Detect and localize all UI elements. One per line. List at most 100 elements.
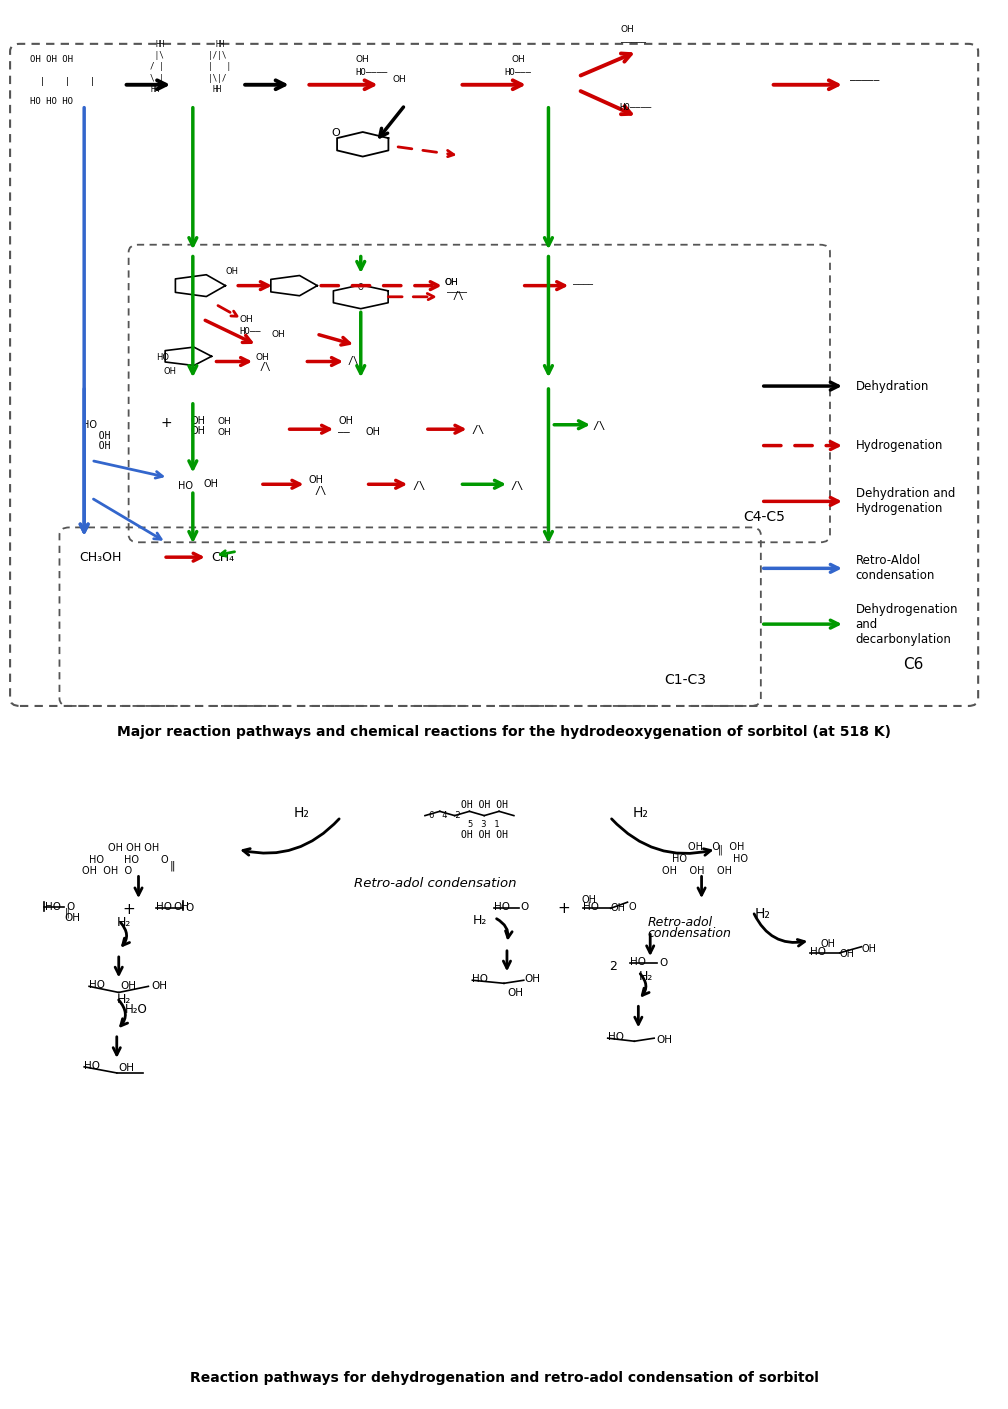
Text: O: O [628,902,636,912]
Text: /\: /\ [348,356,360,366]
Text: OH: OH [239,316,253,324]
Text: OH: OH [255,352,269,362]
Text: \ |: \ | [150,73,164,83]
Text: 2: 2 [609,960,617,974]
Text: HO: HO [89,855,104,865]
Text: HO: HO [494,902,510,912]
Text: Major reaction pathways and chemical reactions for the hydrodeoxygenation of sor: Major reaction pathways and chemical rea… [117,726,891,738]
Text: OH: OH [392,75,406,85]
Text: OH OH OH: OH OH OH [461,800,508,810]
Text: HO HO HO: HO HO HO [30,97,73,107]
Text: HO: HO [156,354,169,362]
Text: OH    OH    OH: OH OH OH [661,867,732,876]
Text: O: O [521,902,529,912]
Text: /\: /\ [260,362,272,372]
Text: OH: OH [338,416,353,426]
Text: O: O [160,855,168,865]
Text: HH: HH [150,85,159,94]
Text: Retro-adol condensation: Retro-adol condensation [354,878,516,890]
Text: /\: /\ [314,486,327,496]
Text: |   |: | | [208,62,231,72]
Text: Reaction pathways for dehydrogenation and retro-adol condensation of sorbitol: Reaction pathways for dehydrogenation an… [190,1371,818,1385]
Text: |    |    |: | | | [34,77,95,86]
Text: H₂: H₂ [117,916,131,929]
Text: O: O [184,903,194,913]
Text: /\: /\ [412,480,425,490]
Text: ‖: ‖ [170,859,175,871]
Text: HO: HO [672,854,686,864]
Text: OH: OH [840,948,855,958]
Text: ‖: ‖ [718,844,723,855]
Text: OH: OH [272,330,285,340]
Text: C6: C6 [903,658,923,672]
Text: /\: /\ [453,290,465,302]
Text: OH: OH [151,982,167,992]
Text: CH₃OH: CH₃OH [80,551,122,564]
Text: OH   O   OH: OH O OH [688,841,745,852]
Text: CH₄: CH₄ [212,551,235,564]
Text: HO: HO [473,974,489,983]
Text: OH: OH [191,416,206,426]
Text: ‖: ‖ [65,907,70,917]
Text: H₂: H₂ [473,914,488,927]
Text: / |: / | [150,62,164,72]
Text: HO: HO [156,902,172,912]
Text: OH: OH [218,417,231,427]
Text: OH: OH [862,944,877,954]
Text: +: + [556,900,570,916]
Text: H₂: H₂ [638,969,653,983]
Text: HO———: HO——— [504,68,531,76]
Text: 5   3   1: 5 3 1 [469,820,500,828]
Text: C4-C5: C4-C5 [744,510,785,524]
Text: OH OH OH: OH OH OH [108,843,159,852]
Text: /\: /\ [593,421,607,431]
Text: O: O [332,128,341,138]
Text: OH: OH [226,266,239,276]
Text: HO: HO [124,855,139,865]
Text: HO————: HO———— [356,68,388,76]
Text: /\: /\ [511,480,524,490]
Text: OH  OH  O: OH OH O [82,867,132,876]
Text: |\|/: |\|/ [208,73,226,83]
Text: ————: ———— [574,280,593,289]
Text: OH: OH [356,55,370,63]
Text: HO: HO [810,947,827,957]
Text: OH: OH [366,427,381,437]
Text: HO: HO [608,1031,624,1043]
Text: OH: OH [173,902,190,912]
Text: Hydrogenation: Hydrogenation [856,440,943,452]
Text: OH: OH [621,25,634,34]
Text: +: + [122,902,135,917]
Text: ————: ———— [447,287,467,297]
Text: OH: OH [121,982,137,992]
Text: HH: HH [155,39,164,49]
Text: HO————: HO———— [620,103,652,113]
Text: Dehydrogenation
and
decarbonylation: Dehydrogenation and decarbonylation [856,603,959,645]
Text: OH: OH [87,431,111,441]
Text: |\: |\ [150,51,164,61]
Text: HO: HO [44,902,60,912]
Text: H₂: H₂ [117,993,131,1006]
Text: OH: OH [525,974,540,983]
Text: OH: OH [581,895,596,905]
Text: OH: OH [445,278,459,287]
Text: OH: OH [191,427,206,437]
Text: C1-C3: C1-C3 [664,674,707,688]
Text: OH: OH [821,938,835,948]
Text: O: O [659,958,667,968]
Text: HH: HH [213,85,222,94]
Text: +: + [160,416,172,430]
Text: OH: OH [507,988,523,998]
Text: HO: HO [83,420,97,430]
Text: ——: —— [338,427,350,437]
Text: H₂: H₂ [755,907,771,921]
Text: OH: OH [87,441,111,451]
Text: OH: OH [512,55,525,63]
Text: OH: OH [119,1062,135,1072]
Text: HO: HO [84,1061,100,1071]
Text: OH: OH [611,903,626,913]
Text: condensation: condensation [647,927,731,940]
Text: HO: HO [733,854,748,864]
Text: H₂: H₂ [632,806,648,820]
Text: —————: ————— [850,75,879,85]
